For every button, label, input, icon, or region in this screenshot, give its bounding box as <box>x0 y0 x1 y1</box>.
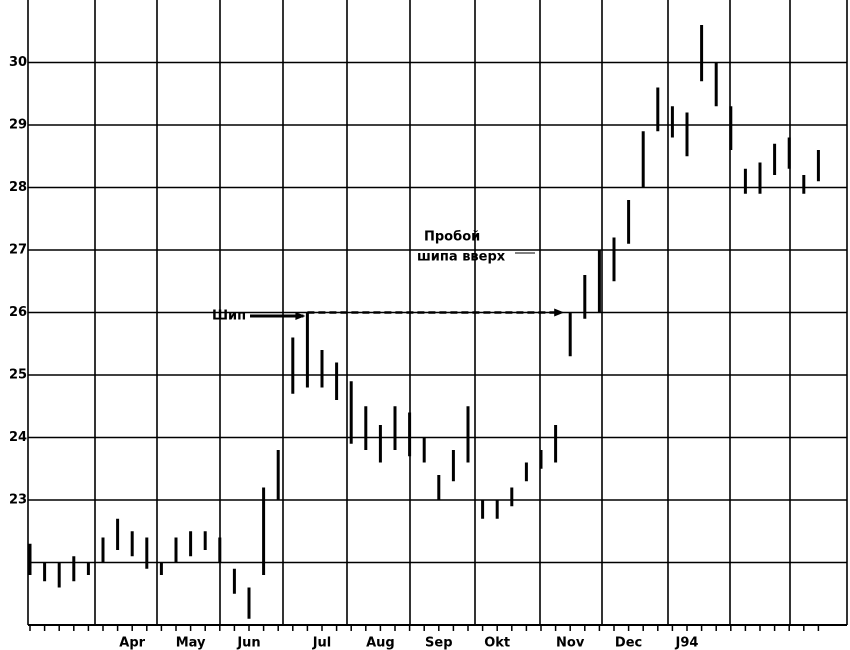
arrow-head <box>295 312 306 320</box>
annotation: шипа вверх <box>417 250 506 265</box>
annotation: Шип <box>212 309 246 324</box>
y-tick-label: 23 <box>9 493 27 508</box>
x-tick-label: Dec <box>615 636 642 650</box>
x-tick-label: Aug <box>366 636 395 650</box>
x-tick-label: Sep <box>425 636 453 650</box>
arrow-head <box>554 308 565 317</box>
x-tick-label: Nov <box>556 636 585 650</box>
y-tick-label: 30 <box>9 55 27 70</box>
y-tick-label: 29 <box>9 118 27 133</box>
x-tick-label: J94 <box>675 636 699 650</box>
x-tick-label: May <box>176 636 206 650</box>
annotation: Пробой <box>424 230 480 245</box>
x-tick-label: Jul <box>312 636 332 650</box>
x-tick-label: Jun <box>236 636 260 650</box>
y-tick-label: 24 <box>9 430 27 445</box>
y-tick-label: 25 <box>9 368 27 383</box>
y-tick-label: 28 <box>9 180 27 195</box>
x-tick-label: Okt <box>484 636 510 650</box>
x-tick-label: Apr <box>119 636 145 650</box>
y-tick-label: 26 <box>9 305 27 320</box>
y-tick-label: 27 <box>9 243 27 258</box>
